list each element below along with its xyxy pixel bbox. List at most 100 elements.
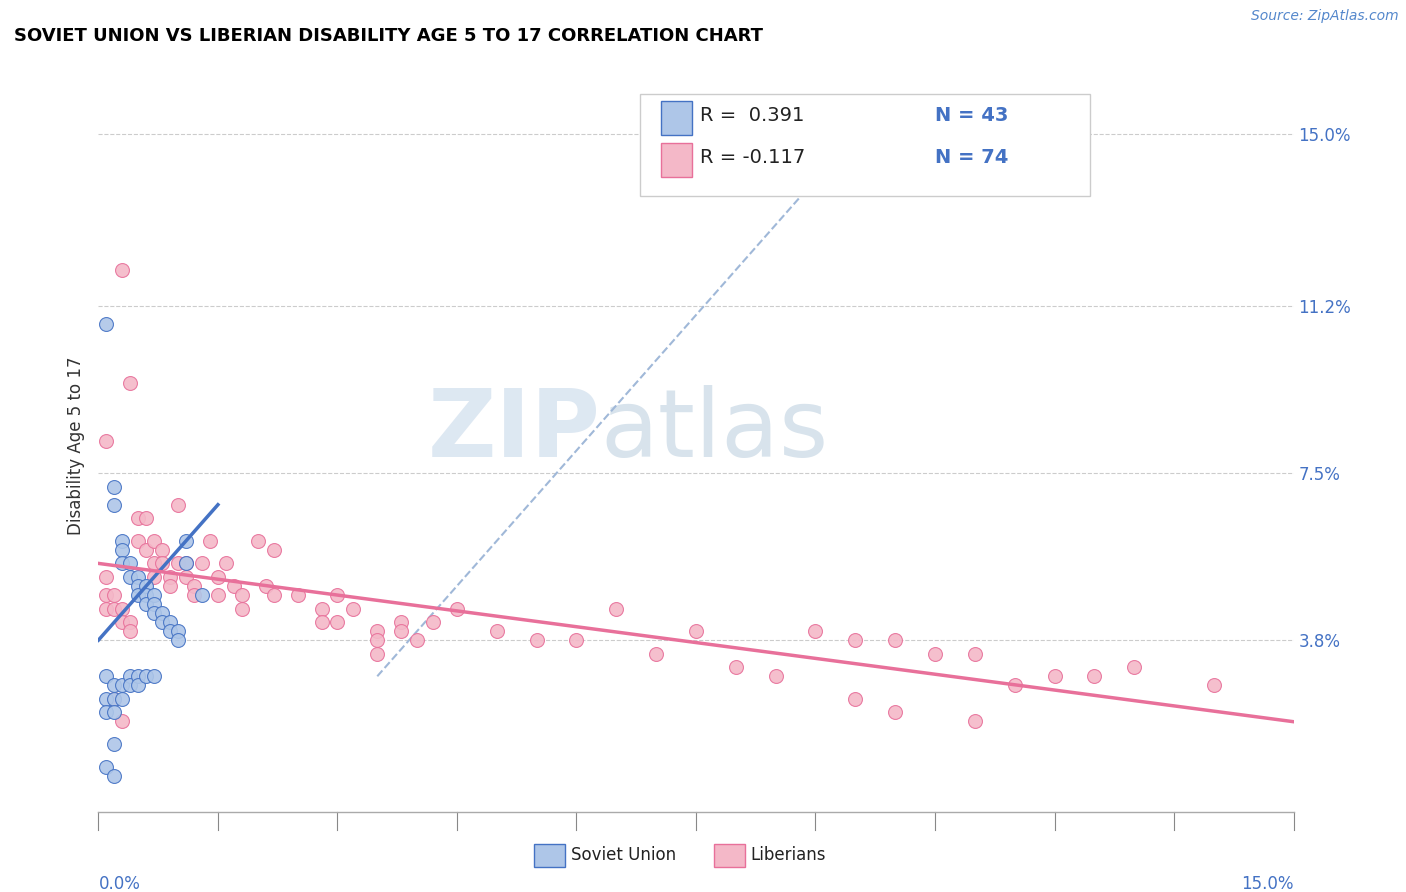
Point [1043, 669, 1066, 683]
Point [103, 480, 125, 494]
Point [103, 588, 125, 602]
Point [159, 570, 181, 584]
Point [254, 579, 277, 593]
Point [103, 678, 125, 692]
Point [111, 542, 134, 557]
Point [406, 633, 429, 648]
Point [326, 588, 349, 602]
Point [724, 660, 747, 674]
Point [120, 570, 142, 584]
Point [111, 691, 134, 706]
Text: R =  0.391: R = 0.391 [700, 106, 804, 126]
Point [263, 542, 285, 557]
Point [884, 633, 907, 648]
Point [565, 633, 588, 648]
Point [96, 706, 118, 720]
Point [111, 533, 134, 548]
Point [159, 624, 181, 639]
Point [191, 557, 214, 571]
Point [287, 588, 309, 602]
Point [174, 557, 197, 571]
Point [96, 317, 118, 331]
Point [120, 615, 142, 629]
Text: 15.0%: 15.0% [1241, 875, 1294, 892]
Point [366, 633, 388, 648]
Text: Liberians: Liberians [751, 847, 827, 864]
Point [844, 691, 866, 706]
Point [96, 434, 118, 449]
Point [1083, 669, 1105, 683]
Point [685, 624, 707, 639]
Point [150, 606, 173, 620]
Point [167, 624, 190, 639]
Point [120, 557, 142, 571]
Point [215, 557, 238, 571]
Point [174, 570, 197, 584]
Text: Soviet Union: Soviet Union [571, 847, 676, 864]
Point [96, 759, 118, 773]
Point [111, 263, 134, 277]
Point [366, 647, 388, 661]
Point [127, 511, 149, 525]
Point [167, 633, 190, 648]
Point [103, 498, 125, 512]
Point [143, 570, 166, 584]
Point [963, 714, 986, 729]
Point [111, 678, 134, 692]
Text: Source: ZipAtlas.com: Source: ZipAtlas.com [1251, 9, 1399, 23]
Point [924, 647, 946, 661]
Text: SOVIET UNION VS LIBERIAN DISABILITY AGE 5 TO 17 CORRELATION CHART: SOVIET UNION VS LIBERIAN DISABILITY AGE … [14, 27, 763, 45]
Point [159, 579, 181, 593]
Point [127, 678, 149, 692]
Point [111, 615, 134, 629]
Point [263, 588, 285, 602]
Y-axis label: Disability Age 5 to 17: Disability Age 5 to 17 [66, 357, 84, 535]
Point [207, 570, 229, 584]
Point [389, 615, 412, 629]
Point [191, 588, 214, 602]
Point [311, 601, 333, 615]
Point [135, 542, 157, 557]
Point [342, 601, 364, 615]
Point [96, 691, 118, 706]
Point [143, 597, 166, 611]
Point [446, 601, 468, 615]
Point [366, 624, 388, 639]
Point [326, 615, 349, 629]
Point [127, 533, 149, 548]
Point [485, 624, 508, 639]
Point [246, 533, 269, 548]
Text: N = 43: N = 43 [935, 106, 1008, 126]
Point [844, 633, 866, 648]
Point [127, 588, 149, 602]
Point [135, 669, 157, 683]
Point [159, 615, 181, 629]
Point [103, 706, 125, 720]
Point [605, 601, 627, 615]
Point [222, 579, 245, 593]
Point [389, 624, 412, 639]
Point [963, 647, 986, 661]
Point [143, 669, 166, 683]
Point [111, 601, 134, 615]
Point [103, 601, 125, 615]
Point [765, 669, 787, 683]
Point [804, 624, 827, 639]
Point [103, 769, 125, 783]
Point [120, 376, 142, 390]
Text: N = 74: N = 74 [935, 148, 1008, 168]
Point [143, 588, 166, 602]
Point [103, 737, 125, 751]
Point [526, 633, 548, 648]
Point [135, 588, 157, 602]
Point [884, 706, 907, 720]
Text: R = -0.117: R = -0.117 [700, 148, 806, 168]
Point [143, 606, 166, 620]
Point [127, 570, 149, 584]
Point [1004, 678, 1026, 692]
Point [183, 579, 205, 593]
Point [96, 601, 118, 615]
Point [135, 597, 157, 611]
Point [150, 542, 173, 557]
Point [167, 557, 190, 571]
